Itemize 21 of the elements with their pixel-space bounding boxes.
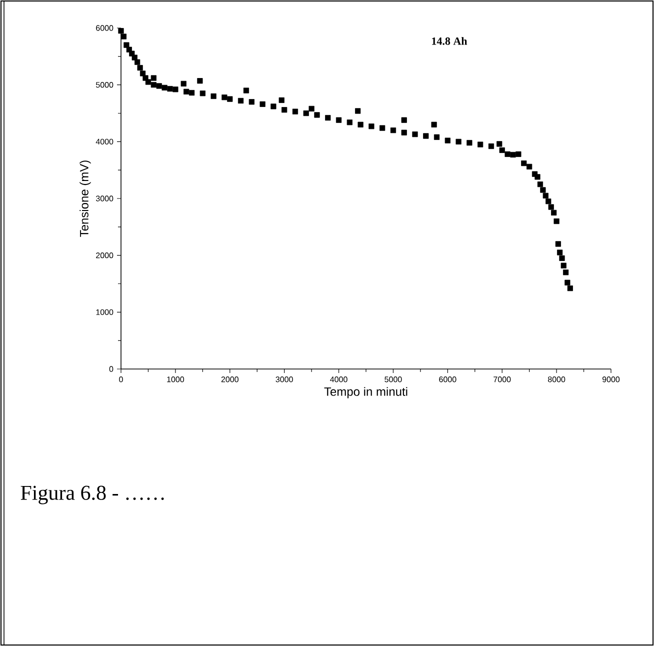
y-tick-label: 5000 — [96, 82, 114, 88]
x-axis-title: Tempo in minuti — [324, 387, 408, 398]
y-tick-label: 2000 — [96, 252, 114, 258]
x-tick-label: 0 — [119, 376, 123, 382]
x-tick-label: 2000 — [221, 376, 238, 382]
y-tick-label: 1000 — [96, 309, 114, 315]
x-tick-label: 5000 — [384, 376, 402, 382]
y-axis-title: Tensione (mV) — [80, 160, 91, 237]
text: Figura 6.8 - …… — [20, 486, 164, 504]
y-tick-label: 4000 — [96, 138, 114, 144]
x-tick-label: 6000 — [439, 376, 456, 382]
x-tick-label: 3000 — [276, 376, 293, 382]
annotation: 14.8 Ah — [432, 37, 468, 45]
y-tick-label: 6000 — [96, 25, 114, 31]
y-tick-label: 3000 — [96, 196, 114, 202]
x-tick-label: 4000 — [330, 376, 348, 382]
x-tick-label: 9000 — [602, 376, 620, 382]
y-tick-label: 0 — [109, 366, 114, 372]
x-tick-label: 7000 — [494, 376, 511, 382]
x-tick-label: 8000 — [548, 376, 566, 382]
x-tick-label: 1000 — [167, 376, 184, 382]
